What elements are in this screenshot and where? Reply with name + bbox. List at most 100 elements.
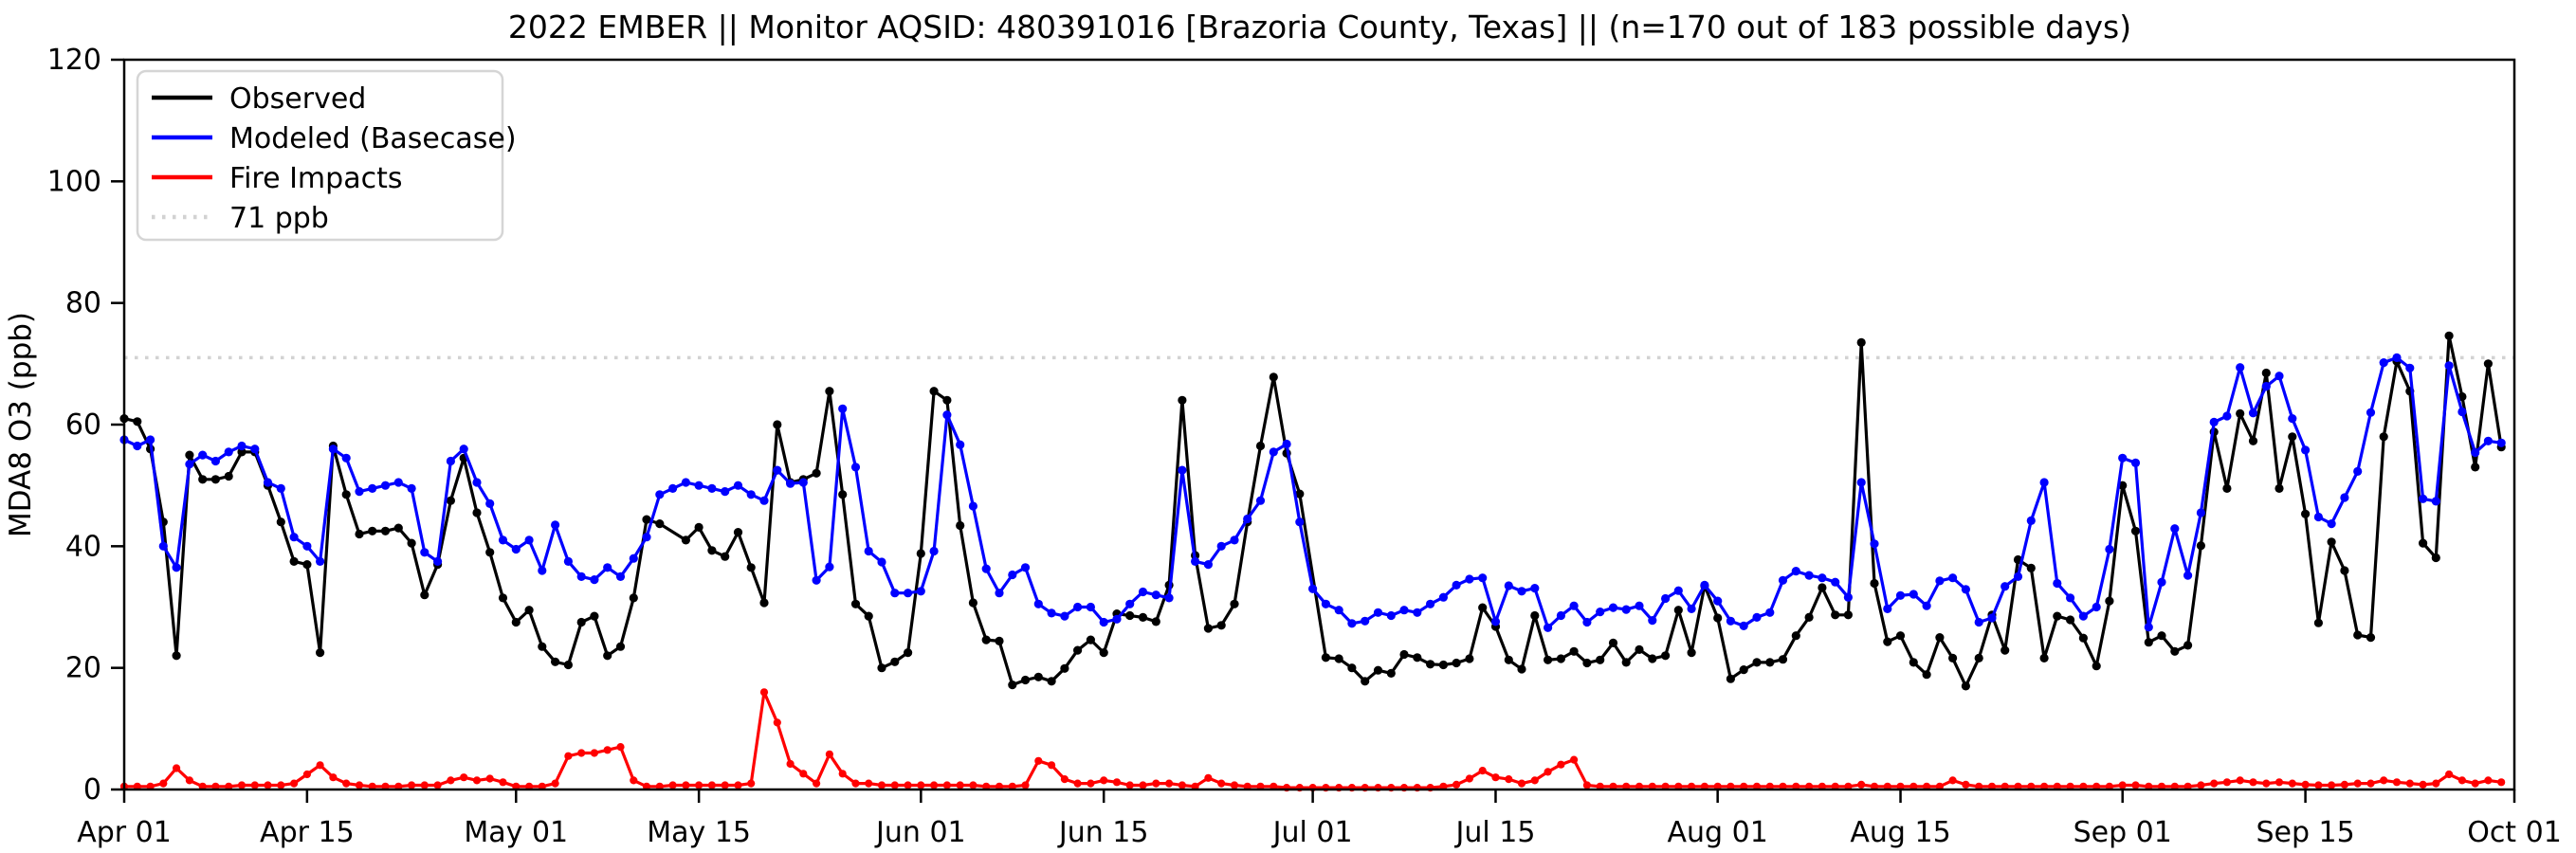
fire-impacts-series-marker: [616, 743, 625, 752]
observed-series-marker: [773, 420, 782, 429]
modeled-series-marker: [1922, 601, 1931, 610]
observed-series-marker: [1870, 578, 1879, 589]
fire-impacts-series-marker: [1465, 774, 1473, 783]
modeled-series-marker: [368, 483, 377, 493]
modeled-series-marker: [615, 572, 626, 582]
observed-series-marker: [1673, 606, 1683, 615]
x-tick-label: Sep 15: [2256, 816, 2354, 849]
fire-impacts-series-marker: [2222, 778, 2231, 787]
modeled-series-marker: [1948, 573, 1958, 583]
observed-series-marker: [2236, 408, 2245, 418]
modeled-series-marker: [1203, 560, 1213, 570]
observed-series-marker: [551, 657, 560, 666]
modeled-series-marker: [1661, 593, 1671, 604]
modeled-series-marker: [2483, 436, 2493, 445]
fire-impacts-series-marker: [1087, 779, 1095, 788]
observed-series-marker: [890, 657, 900, 666]
observed-series-marker: [2183, 641, 2193, 650]
modeled-series-marker: [2419, 494, 2428, 503]
legend-group: Observed Modeled (Basecase) Fire Impacts 71…: [136, 69, 517, 242]
modeled-series-marker: [1452, 580, 1461, 590]
modeled-series-marker: [1047, 608, 1056, 618]
fire-impacts-series-marker: [1948, 776, 1957, 785]
modeled-series-marker: [1739, 621, 1748, 631]
modeled-series-marker: [1060, 611, 1069, 621]
modeled-series-marker: [603, 563, 612, 572]
modeled-series-marker: [2313, 512, 2323, 522]
fire-impacts-series-marker: [1048, 761, 1056, 770]
modeled-series-marker: [746, 490, 756, 499]
fire-impacts-series-marker: [668, 781, 677, 789]
modeled-series-marker: [890, 589, 900, 598]
observed-series-marker: [1569, 646, 1579, 656]
modeled-series-marker: [1621, 605, 1631, 614]
modeled-series-marker: [1073, 602, 1083, 612]
fire-impacts-series-line: [124, 690, 2502, 789]
legend-box: [136, 69, 504, 242]
fire-impacts-series-marker: [877, 781, 886, 789]
modeled-series-marker: [812, 575, 821, 585]
observed-series-marker: [956, 520, 965, 531]
modeled-series-marker: [2288, 414, 2297, 424]
fire-impacts-series-marker: [1505, 775, 1513, 784]
modeled-series-marker: [2379, 358, 2388, 368]
legend-item-label: Modeled (Basecase): [229, 122, 517, 155]
modeled-series-marker: [1687, 604, 1696, 614]
modeled-series-marker: [1726, 616, 1735, 626]
modeled-series-marker: [838, 404, 848, 413]
fire-impacts-series-marker: [1582, 781, 1591, 789]
observed-series-marker: [1099, 648, 1108, 658]
modeled-series-marker: [316, 556, 325, 567]
modeled-series-marker: [1138, 587, 1148, 597]
modeled-series-marker: [524, 535, 534, 545]
modeled-series-marker: [733, 481, 743, 490]
observed-series-marker: [615, 642, 626, 651]
observed-series-marker: [524, 606, 534, 615]
observed-series-marker: [302, 560, 312, 570]
modeled-series-marker: [786, 479, 795, 488]
observed-series-marker: [563, 660, 574, 670]
fire-impacts-series-marker: [759, 688, 769, 697]
modeled-series-marker: [1008, 570, 1017, 580]
modeled-series-marker: [2183, 571, 2193, 580]
observed-series-marker: [1974, 653, 1983, 663]
observed-series-marker: [511, 617, 521, 627]
observed-series-marker: [1556, 654, 1565, 663]
observed-series-marker: [2026, 563, 2036, 573]
fire-impacts-series-marker: [1060, 775, 1069, 784]
modeled-series-marker: [1752, 612, 1762, 623]
observed-series-marker: [629, 593, 638, 603]
modeled-series-marker: [2444, 361, 2454, 371]
fire-impacts-series-marker: [159, 779, 168, 788]
modeled-series-marker: [1361, 616, 1370, 626]
fire-impacts-series-marker: [2457, 776, 2466, 785]
modeled-series-marker: [2001, 582, 2010, 591]
observed-series-marker: [1739, 665, 1748, 675]
modeled-series-marker: [642, 533, 651, 542]
observed-series-marker: [133, 417, 142, 426]
fire-impacts-series-marker: [1152, 779, 1160, 788]
observed-series-marker: [1544, 655, 1553, 664]
modeled-series-marker: [1648, 616, 1657, 626]
observed-series-marker: [1033, 672, 1043, 681]
y-axis-label: MDA8 O3 (ppb): [4, 312, 38, 537]
modeled-series-marker: [2170, 524, 2180, 534]
modeled-series-marker: [1386, 610, 1396, 621]
modeled-series-marker: [2130, 458, 2141, 467]
modeled-series-marker: [707, 483, 717, 493]
observed-series-marker: [1818, 583, 1827, 592]
fire-impacts-series-marker: [890, 781, 899, 789]
modeled-series-marker: [2092, 602, 2101, 612]
fire-impacts-series-marker: [277, 781, 285, 789]
observed-series-marker: [1386, 668, 1396, 679]
fire-impacts-series-marker: [1452, 780, 1461, 789]
observed-series-marker: [1804, 612, 1814, 623]
modeled-series-marker: [172, 563, 181, 572]
observed-series-marker: [498, 593, 508, 603]
observed-series-marker: [2222, 483, 2232, 493]
legend-item-label: Observed: [229, 82, 366, 116]
fire-impacts-series-marker: [2275, 778, 2284, 787]
fire-impacts-series-marker: [460, 773, 468, 782]
modeled-series-marker: [1765, 608, 1775, 617]
observed-series-marker: [538, 642, 547, 651]
